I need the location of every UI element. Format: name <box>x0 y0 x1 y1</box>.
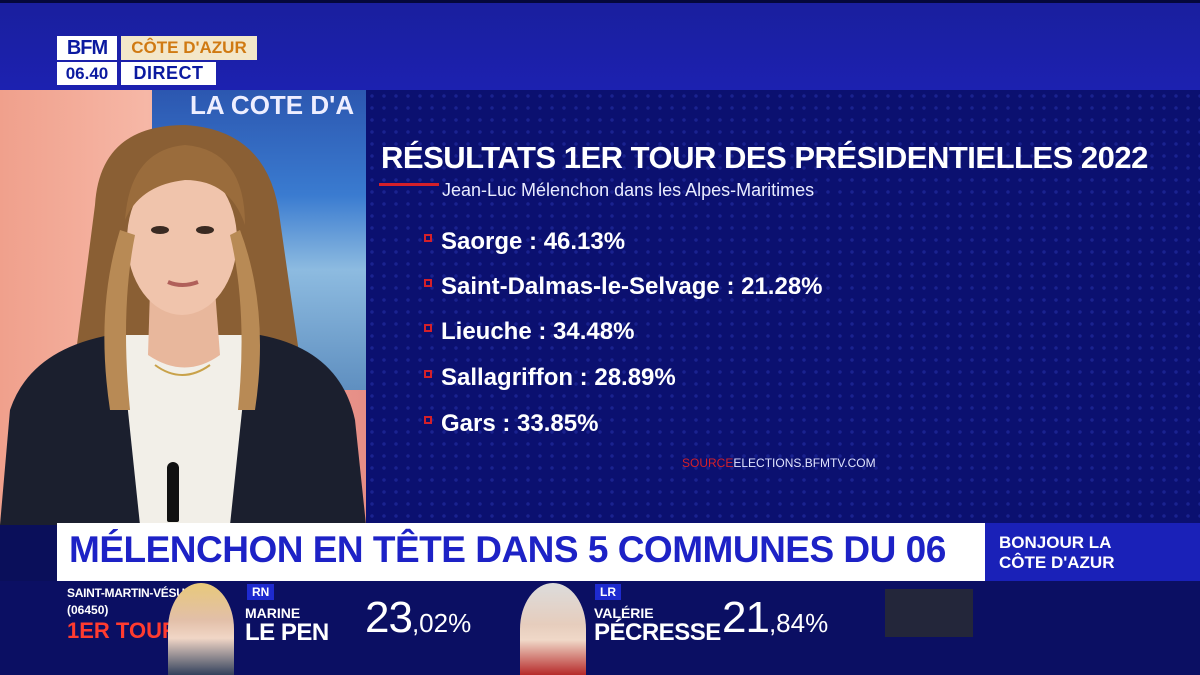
show-name-line2: CÔTE D'AZUR <box>999 553 1115 572</box>
result-text: Lieuche : 34.48% <box>441 318 635 345</box>
candidate-score: 23,02% <box>365 593 471 643</box>
party-badge: LR <box>595 584 621 600</box>
presenter-image <box>0 125 366 525</box>
bullet-icon <box>424 324 432 332</box>
headline-banner: MÉLENCHON EN TÊTE DANS 5 COMMUNES DU 06 <box>57 523 985 581</box>
live-badge: DIRECT <box>121 62 216 85</box>
source-value: ELECTIONS.BFMTV.COM <box>733 456 876 470</box>
candidate-portrait <box>168 583 234 675</box>
candidate-first-name: VALÉRIE <box>594 605 654 621</box>
bullet-icon <box>424 279 432 287</box>
round-label: 1ER TOUR <box>67 618 178 643</box>
channel-header: BFM CÔTE D'AZUR 06.40 DIRECT <box>0 0 1200 90</box>
result-text: Sallagriffon : 28.89% <box>441 364 676 391</box>
show-name-line1: BONJOUR LA <box>999 533 1112 552</box>
results-title: RÉSULTATS 1ER TOUR DES PRÉSIDENTIELLES 2… <box>381 140 1148 175</box>
results-subtitle: Jean-Luc Mélenchon dans les Alpes-Mariti… <box>442 180 815 200</box>
commune-name: SAINT-MARTIN-VÉSUBIE <box>67 586 204 600</box>
score-decimal: ,84% <box>768 608 829 638</box>
candidate-last-name: LE PEN <box>245 619 329 646</box>
commune-code: (06450) <box>67 603 109 617</box>
result-text: Saint-Dalmas-le-Selvage : 21.28% <box>441 273 823 300</box>
studio-video-feed: LA COTE D'A <box>0 90 366 525</box>
microphone <box>167 462 179 522</box>
results-ticker: SAINT-MARTIN-VÉSUBIE (06450) 1ER TOUR RN… <box>0 581 1200 675</box>
title-underline <box>379 183 439 186</box>
candidate-first-name: MARINE <box>245 605 301 621</box>
ticker-placeholder <box>885 589 973 637</box>
score-integer: 21 <box>722 593 770 642</box>
candidate-last-name: PÉCRESSE <box>594 619 721 646</box>
bullet-icon <box>424 370 432 378</box>
result-text: Gars : 33.85% <box>441 410 599 437</box>
source-credit: SOURCEELECTIONS.BFMTV.COM <box>682 456 876 470</box>
show-name-tag: BONJOUR LA CÔTE D'AZUR <box>985 523 1200 581</box>
source-label: SOURCE <box>682 456 734 470</box>
score-decimal: ,02% <box>411 608 472 638</box>
result-text: Saorge : 46.13% <box>441 228 626 255</box>
results-graphic: RÉSULTATS 1ER TOUR DES PRÉSIDENTIELLES 2… <box>366 90 1200 525</box>
headline-text: MÉLENCHON EN TÊTE DANS 5 COMMUNES DU 06 <box>69 529 946 570</box>
bfm-logo: BFM <box>57 36 117 60</box>
studio-screen-title: LA COTE D'A <box>190 90 355 120</box>
bullet-icon <box>424 416 432 424</box>
candidate-portrait <box>520 583 586 675</box>
clock: 06.40 <box>57 62 117 85</box>
bullet-icon <box>424 234 432 242</box>
region-tag: CÔTE D'AZUR <box>121 36 257 60</box>
party-badge: RN <box>247 584 275 600</box>
score-integer: 23 <box>365 593 413 642</box>
candidate-score: 21,84% <box>722 593 828 643</box>
